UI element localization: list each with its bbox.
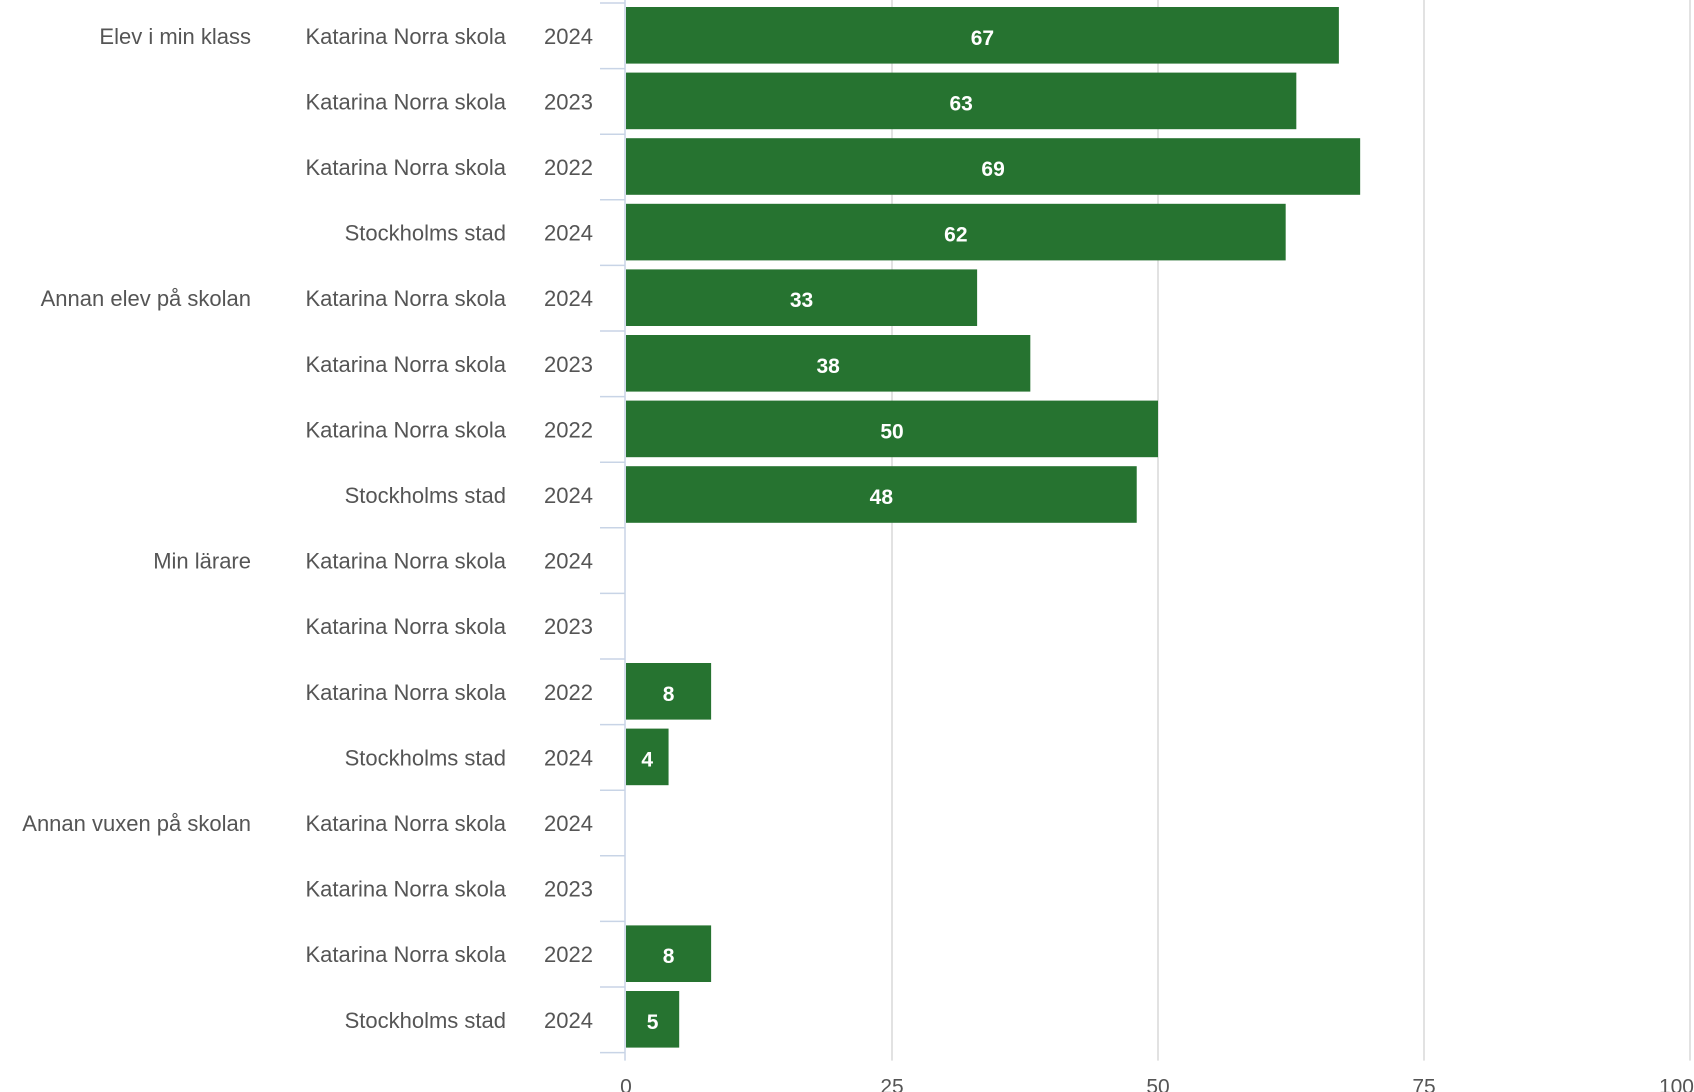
year-label: 2023 [544,352,593,377]
year-label: 2023 [544,89,593,114]
bar-value-label: 8 [663,945,675,968]
entity-label: Katarina Norra skola [305,549,506,574]
year-label: 2024 [544,221,593,246]
year-label: 2022 [544,942,593,967]
bar-value-label: 69 [981,158,1004,181]
x-tick-label: 50 [1146,1076,1169,1092]
entity-label: Katarina Norra skola [305,89,506,114]
entity-label: Katarina Norra skola [305,24,506,49]
entity-label: Katarina Norra skola [305,811,506,836]
x-tick-label: 100 [1659,1076,1694,1092]
x-tick-label: 0 [620,1076,632,1092]
bar [626,663,712,720]
value-axis-ticks: 0 25 50 75 100 [620,1076,1694,1092]
year-label: 2024 [544,483,593,508]
category-labels: Elev i min klass Katarina Norra skola 2024… [22,24,593,1033]
entity-label: Stockholms stad [345,745,506,770]
bar-value-label: 38 [816,355,840,378]
bar-value-label: 62 [944,224,967,247]
year-label: 2024 [544,811,593,836]
entity-label: Katarina Norra skola [305,286,506,311]
entity-label: Stockholms stad [345,483,506,508]
bar-value-label: 8 [663,683,675,706]
group-label: Annan vuxen på skolan [22,811,251,836]
bar [626,138,1361,195]
group-label: Min lärare [153,549,251,574]
bar-value-label: 67 [971,27,994,50]
year-label: 2022 [544,680,593,705]
entity-label: Stockholms stad [345,221,506,246]
year-label: 2024 [544,549,593,574]
bar [626,335,1031,392]
bar-value-label: 48 [870,486,894,509]
bar-value-label: 33 [790,289,813,312]
entity-label: Katarina Norra skola [305,680,506,705]
bar-value-label: 4 [641,748,653,771]
bar-value-label: 5 [647,1011,659,1034]
x-tick-label: 75 [1412,1076,1435,1092]
year-label: 2022 [544,417,593,442]
year-label: 2024 [544,24,593,49]
bar [626,728,669,786]
bar [626,400,1158,458]
bar [626,466,1137,523]
year-label: 2024 [544,1008,593,1033]
bar [626,72,1297,130]
year-label: 2024 [544,745,593,770]
bar-value-label: 50 [880,420,903,443]
year-label: 2022 [544,155,593,180]
bar [626,269,978,326]
bar-value-label: 63 [949,92,972,115]
bar [626,203,1286,261]
year-label: 2023 [544,877,593,902]
group-label: Annan elev på skolan [41,286,251,311]
entity-label: Katarina Norra skola [305,352,506,377]
x-tick-label: 25 [880,1076,903,1092]
bar [626,991,680,1048]
bar [626,925,712,982]
entity-label: Katarina Norra skola [305,155,506,180]
entity-label: Katarina Norra skola [305,417,506,442]
entity-label: Katarina Norra skola [305,877,506,902]
entity-label: Katarina Norra skola [305,614,506,639]
entity-label: Stockholms stad [345,1008,506,1033]
category-axis [600,0,626,1061]
year-label: 2023 [544,614,593,639]
year-label: 2024 [544,286,593,311]
entity-label: Katarina Norra skola [305,942,506,967]
group-label: Elev i min klass [99,24,251,49]
bar [626,7,1339,64]
